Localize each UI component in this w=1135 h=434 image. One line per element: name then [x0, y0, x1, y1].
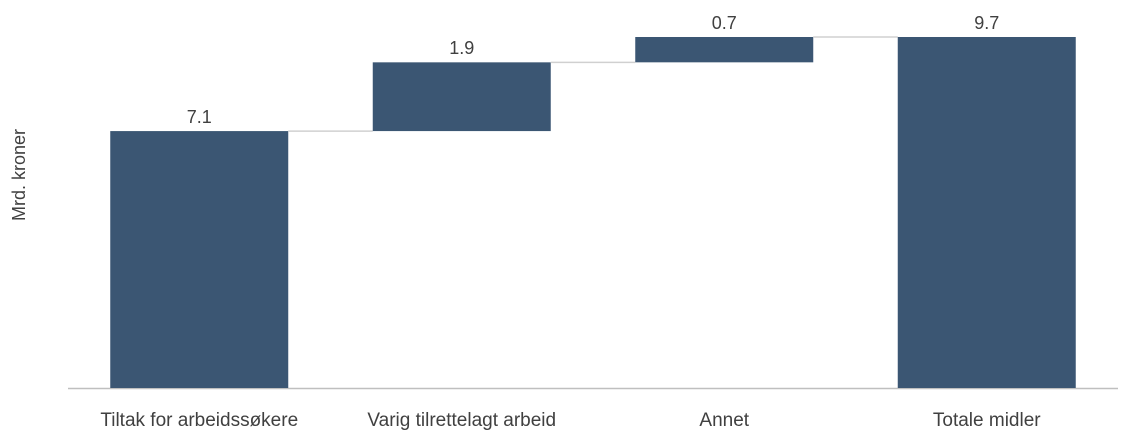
value-label: 7.1 [187, 107, 212, 127]
value-label: 9.7 [974, 13, 999, 33]
y-axis-label: Mrd. kroner [9, 129, 29, 221]
bar [110, 131, 289, 389]
x-tick-label: Annet [699, 410, 749, 431]
x-tick-label: Tiltak for arbeidssøkere [100, 410, 298, 431]
value-label: 0.7 [712, 13, 737, 33]
x-tick-label: Totale midler [933, 410, 1041, 431]
bar [897, 37, 1076, 388]
bar [372, 62, 551, 132]
x-tick-label: Varig tilrettelagt arbeid [367, 410, 556, 431]
value-label: 1.9 [449, 38, 474, 58]
bar [635, 37, 814, 63]
